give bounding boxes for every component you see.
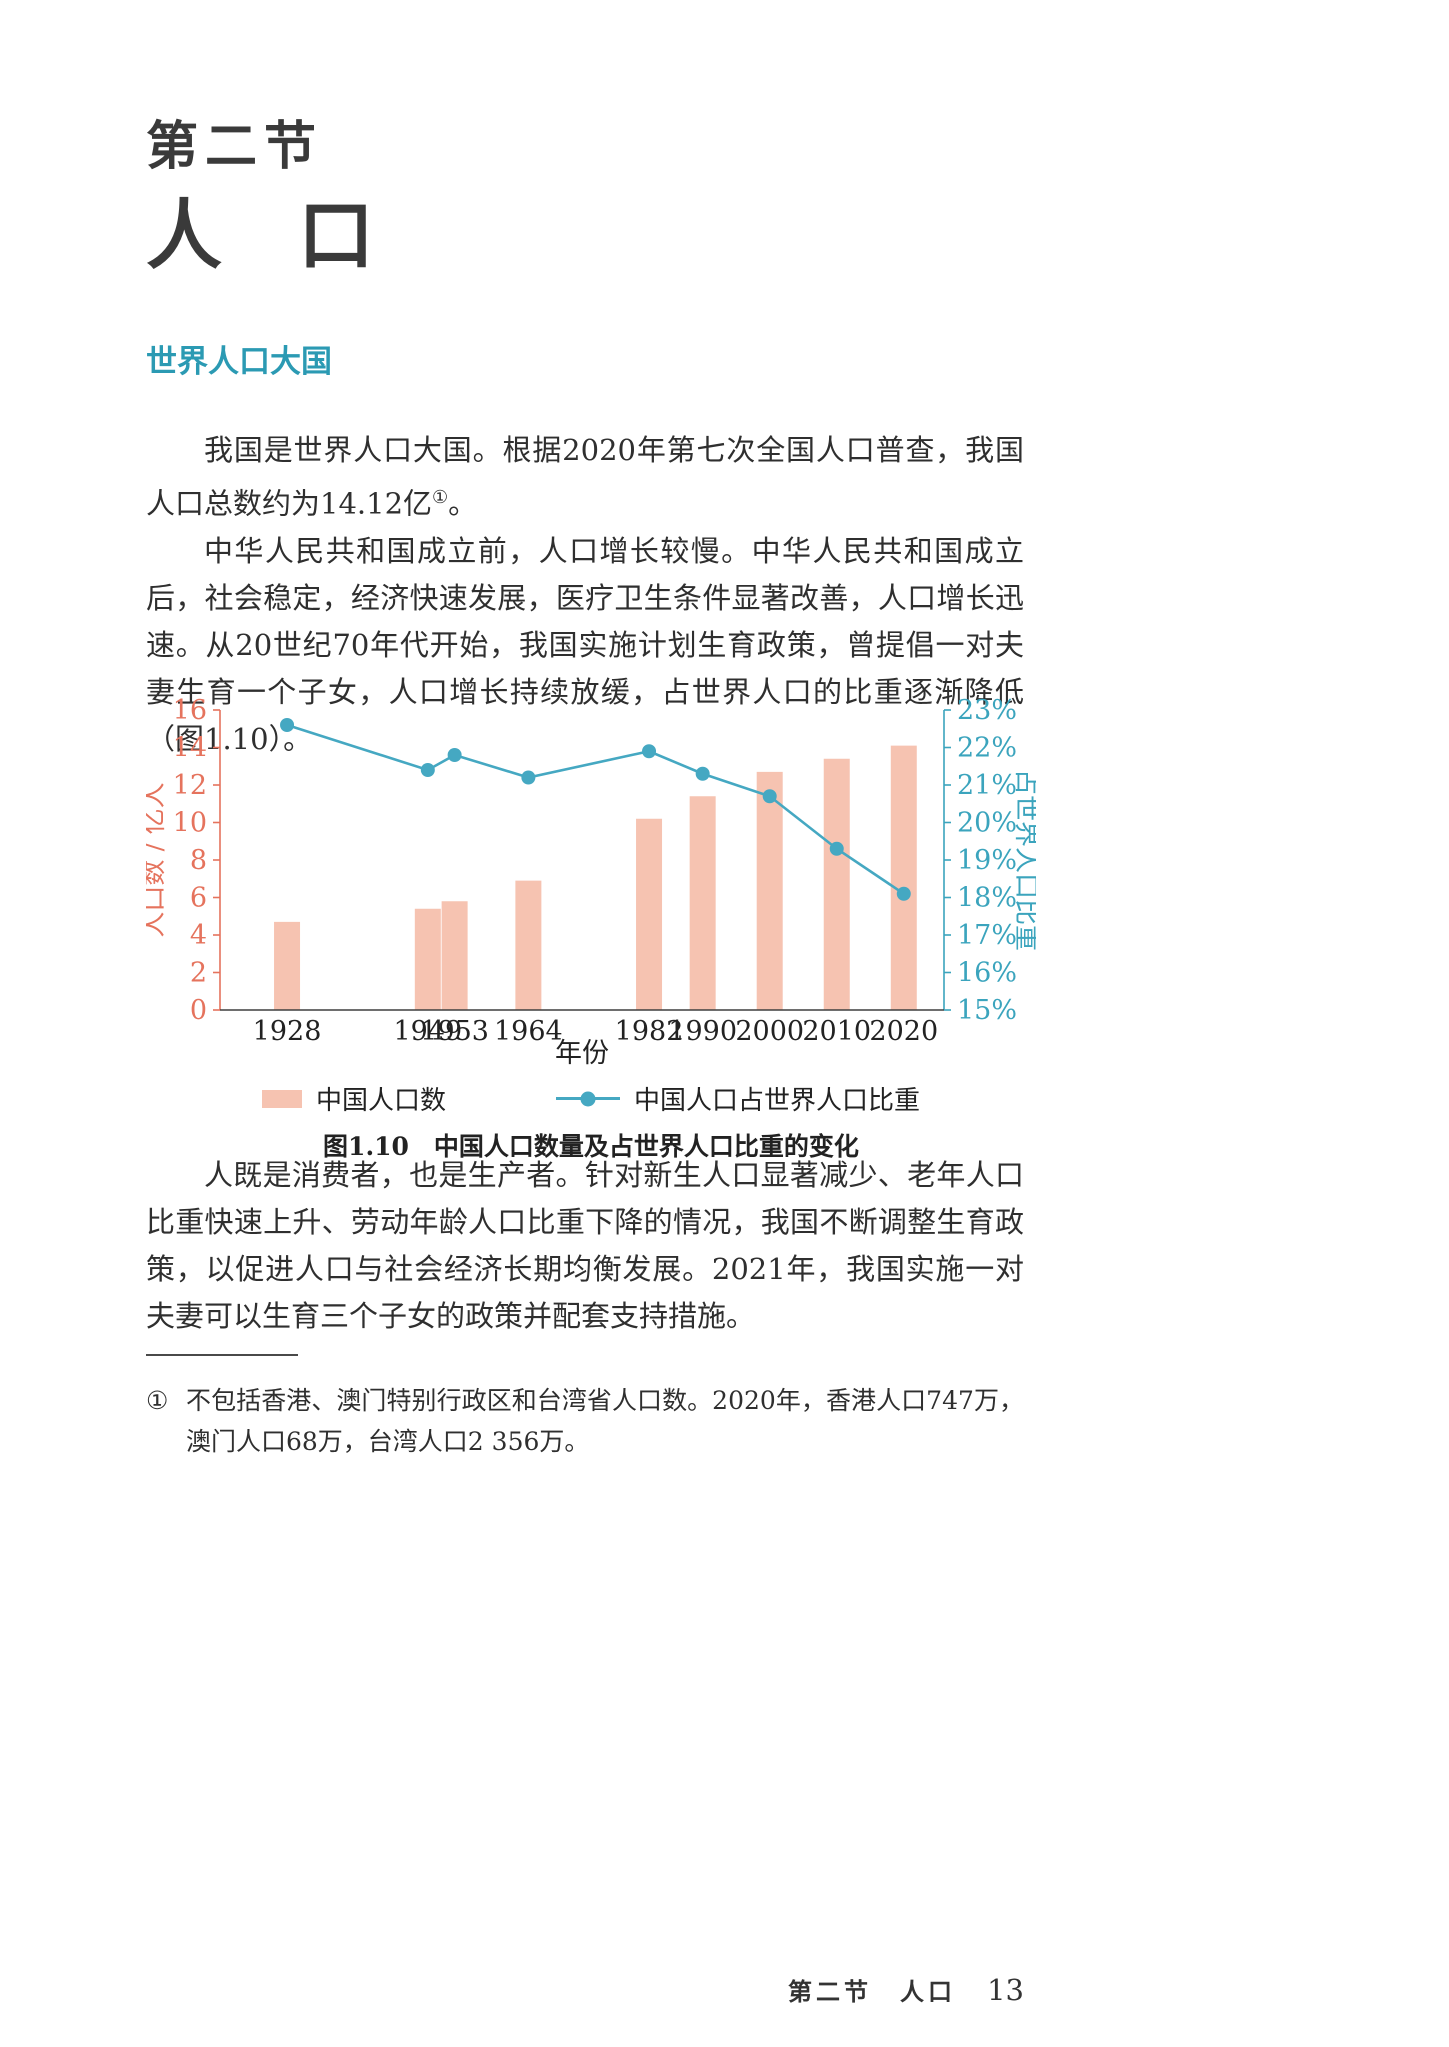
legend-label-share: 中国人口占世界人口比重 bbox=[634, 1086, 921, 1116]
svg-text:21%: 21% bbox=[957, 770, 1017, 801]
page-footer: 第二节 人口 13 bbox=[146, 1972, 1024, 2007]
svg-text:22%: 22% bbox=[957, 733, 1017, 764]
legend-item-population: 中国人口数 bbox=[261, 1080, 446, 1117]
svg-text:1964: 1964 bbox=[494, 1016, 563, 1047]
svg-text:1949: 1949 bbox=[393, 1016, 462, 1047]
svg-text:23%: 23% bbox=[957, 698, 1017, 726]
sub-heading: 世界人口大国 bbox=[146, 344, 332, 380]
svg-text:15%: 15% bbox=[957, 995, 1017, 1026]
chart-caption: 图1.10 中国人口数量及占世界人口比重的变化 bbox=[323, 1132, 859, 1161]
paragraph-1-end: 。 bbox=[448, 486, 478, 521]
svg-text:12: 12 bbox=[173, 770, 207, 801]
footer-page-number: 13 bbox=[987, 1973, 1024, 2007]
svg-text:2000: 2000 bbox=[735, 1016, 804, 1047]
svg-text:16%: 16% bbox=[957, 958, 1017, 989]
svg-text:17%: 17% bbox=[957, 920, 1017, 951]
svg-text:0: 0 bbox=[190, 995, 207, 1026]
paragraph-1: 我国是世界人口大国。根据2020年第七次全国人口普查，我国人口总数约为14.12… bbox=[146, 427, 1024, 528]
svg-text:占世界人口比重: 占世界人口比重 bbox=[1011, 769, 1036, 951]
svg-text:2010: 2010 bbox=[802, 1016, 871, 1047]
footnote-divider bbox=[146, 1354, 298, 1356]
svg-text:年份: 年份 bbox=[555, 1038, 609, 1066]
paragraph-1-text: 我国是世界人口大国。根据2020年第七次全国人口普查，我国人口总数约为14.12… bbox=[146, 433, 1024, 521]
svg-text:14: 14 bbox=[173, 733, 207, 764]
svg-text:20%: 20% bbox=[957, 808, 1017, 839]
intro-paragraphs: 我国是世界人口大国。根据2020年第七次全国人口普查，我国人口总数约为14.12… bbox=[146, 427, 1024, 763]
page-title: 人 口 bbox=[146, 191, 374, 280]
legend-line-swatch bbox=[556, 1091, 620, 1106]
svg-text:4: 4 bbox=[190, 920, 207, 951]
legend-label-population: 中国人口数 bbox=[315, 1086, 446, 1116]
svg-text:18%: 18% bbox=[957, 883, 1017, 914]
svg-text:10: 10 bbox=[173, 808, 207, 839]
svg-text:1928: 1928 bbox=[253, 1016, 322, 1047]
svg-text:2: 2 bbox=[190, 958, 207, 989]
footnote: ① 不包括香港、澳门特别行政区和台湾省人口数。2020年，香港人口747万，澳门人… bbox=[146, 1380, 1024, 1462]
footer-section-title: 第二节 人口 bbox=[788, 1977, 956, 2006]
legend-item-share: 中国人口占世界人口比重 bbox=[556, 1080, 920, 1117]
footnote-marker: ① bbox=[146, 1386, 169, 1415]
svg-text:6: 6 bbox=[190, 883, 207, 914]
svg-text:1953: 1953 bbox=[420, 1016, 489, 1047]
legend-line-dot bbox=[580, 1091, 596, 1106]
closing-paragraph: 人既是消费者，也是生产者。针对新生人口显著减少、老年人口比重快速上升、劳动年龄人… bbox=[146, 1152, 1024, 1340]
paragraph-2: 中华人民共和国成立前，人口增长较慢。中华人民共和国成立后，社会稳定，经济快速发展… bbox=[146, 533, 1024, 756]
svg-text:1990: 1990 bbox=[668, 1016, 737, 1047]
population-chart: 1928 1949 1953 1964 1982 1990 2000 2010 2020 0 2 4 6… bbox=[146, 698, 1036, 1163]
legend-bar-swatch bbox=[261, 1089, 302, 1108]
footnote-ref: ① bbox=[432, 487, 449, 508]
section-label: 第二节 bbox=[146, 116, 324, 177]
svg-text:8: 8 bbox=[190, 845, 207, 876]
svg-text:人口数 / 亿人: 人口数 / 亿人 bbox=[146, 782, 169, 937]
paragraph-3: 人既是消费者，也是生产者。针对新生人口显著减少、老年人口比重快速上升、劳动年龄人… bbox=[146, 1158, 1024, 1333]
svg-text:16: 16 bbox=[173, 698, 207, 726]
svg-text:19%: 19% bbox=[957, 845, 1017, 876]
svg-text:1982: 1982 bbox=[615, 1016, 684, 1047]
svg-text:2020: 2020 bbox=[869, 1016, 938, 1047]
chart-legend: 中国人口数 中国人口占世界人口比重 bbox=[146, 1080, 1036, 1117]
footnote-body: 不包括香港、澳门特别行政区和台湾省人口数。2020年，香港人口747万，澳门人口… bbox=[186, 1386, 1024, 1456]
